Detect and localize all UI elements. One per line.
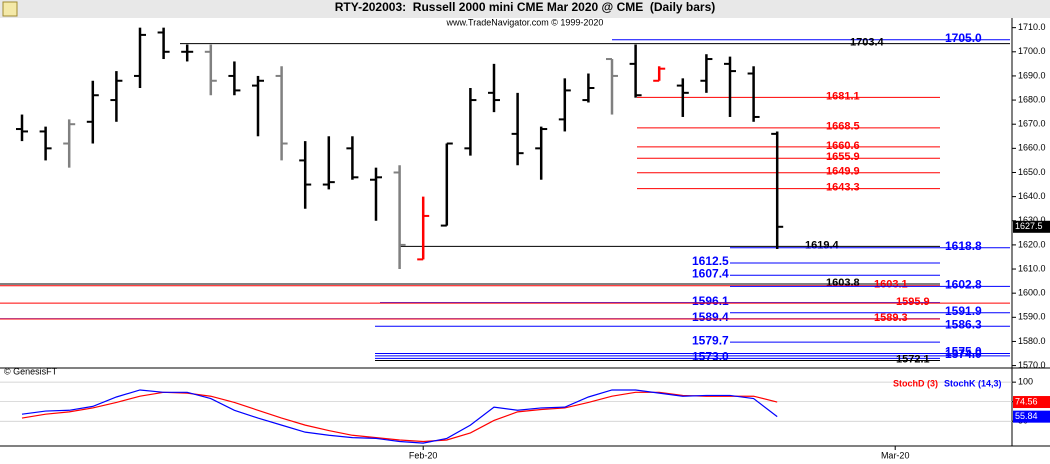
y-tick-label: 1580.0 [1018,336,1046,346]
level-label: 1574.0 [945,347,982,361]
last-value: 55.84 [1015,411,1038,421]
y-tick-label: 1660.0 [1018,143,1046,153]
level-label: 1596.1 [692,294,729,308]
level-label: 1649.9 [826,166,860,178]
level-label: 1705.0 [945,31,982,45]
legend-label: StochD (3) [893,378,938,388]
y-tick-label: 1690.0 [1018,70,1046,80]
level-label: 1573.0 [692,350,729,364]
app-icon [2,1,18,17]
y-tick-label: 1680.0 [1018,94,1046,104]
y-tick-label: 100 [1018,377,1033,387]
stoch-line [21,391,778,443]
y-tick-label: 1590.0 [1018,312,1046,322]
y-tick-label: 1650.0 [1018,167,1046,177]
value-box [1013,396,1050,409]
level-label: 1703.4 [850,36,885,48]
x-tick-label: Feb-20 [409,450,438,460]
value-box [1013,410,1050,423]
level-label: 1591.9 [945,304,982,318]
level-label: 1681.1 [826,90,860,102]
title-bar [0,0,1050,18]
credit: © GenesisFT [4,366,58,376]
level-label: 1603.8 [826,277,860,289]
current-price: 1627.5 [1015,221,1043,231]
level-label: 1579.7 [692,333,729,347]
chart-subtitle: www.TradeNavigator.com © 1999-2020 [446,17,604,27]
y-tick-label: 1640.0 [1018,191,1046,201]
level-label: 1655.9 [826,151,860,163]
y-tick-label: 1620.0 [1018,239,1046,249]
level-label: 1619.4 [805,239,840,251]
level-label: 1572.1 [896,353,930,365]
level-label: 1603.1 [874,279,908,291]
last-value: 74.56 [1015,396,1038,406]
y-tick-label: 1670.0 [1018,119,1046,129]
level-label: 1595.9 [896,296,930,308]
level-label: 1660.6 [826,140,860,152]
level-label: 1602.8 [945,278,982,292]
level-label: 1586.3 [945,317,982,331]
level-label: 1575.0 [945,345,982,359]
level-label: 1589.3 [874,312,908,324]
stoch-line [21,389,778,444]
level-label: 1618.8 [945,239,982,253]
y-tick-label: 1570.0 [1018,360,1046,370]
level-label: 1607.4 [692,266,729,280]
y-tick-label: 1600.0 [1018,288,1046,298]
y-tick-label: 1710.0 [1018,22,1046,32]
y-tick-label: 1700.0 [1018,46,1046,56]
chart-title: RTY-202003: Russell 2000 mini CME Mar 20… [335,0,716,14]
level-label: 1612.5 [692,254,729,268]
y-tick-label: 1630.0 [1018,215,1046,225]
level-label: 1668.5 [826,121,860,133]
level-label: 1643.3 [826,182,860,194]
y-tick-label: 1610.0 [1018,263,1046,273]
price-box [1013,220,1050,233]
x-tick-label: Mar-20 [881,450,910,460]
level-label: 1589.4 [692,310,729,324]
legend-label: StochK (14,3) [944,378,1002,388]
